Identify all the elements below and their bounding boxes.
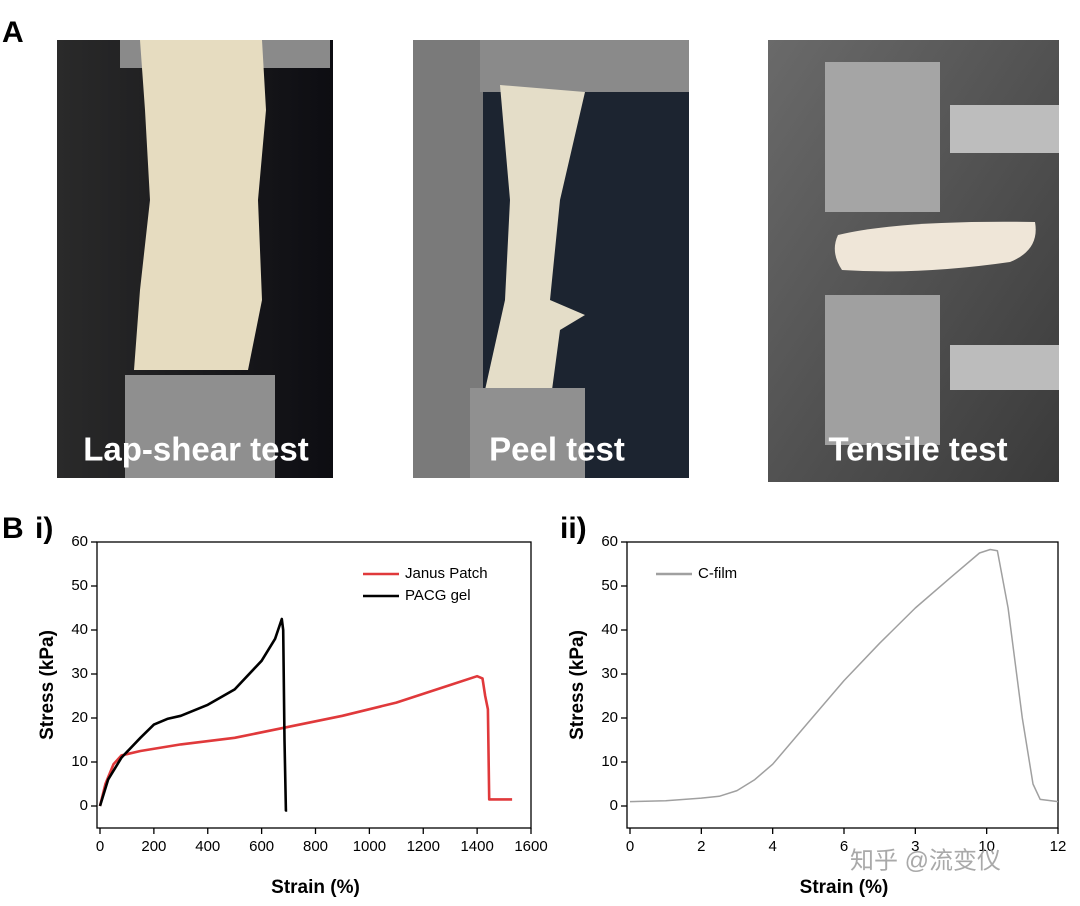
y-tick-label: 20 [71, 709, 88, 726]
x-tick-label: 200 [141, 838, 166, 855]
x-tick-label: 1600 [514, 838, 547, 855]
legend-label: C-film [698, 565, 737, 582]
watermark: 知乎 @流变仪 [850, 847, 1001, 874]
x-tick-label: 4 [768, 838, 776, 855]
x-tick-label: 10 [978, 838, 995, 855]
series-line [98, 617, 288, 812]
y-axis-title: Stress (kPa) [37, 630, 58, 740]
x-tick-label: 2 [697, 838, 705, 855]
y-tick-label: 50 [601, 577, 618, 594]
y-axis-title: Stress (kPa) [567, 630, 588, 740]
x-tick-label: 0 [96, 838, 104, 855]
y-tick-label: 40 [71, 621, 88, 638]
y-tick-label: 0 [610, 797, 618, 814]
x-tick-label: 1000 [353, 838, 386, 855]
y-tick-label: 40 [601, 621, 618, 638]
plot-frame [626, 541, 1059, 829]
series-line [98, 674, 513, 807]
legend-label: PACG gel [405, 587, 471, 604]
x-tick-label: 1200 [407, 838, 440, 855]
photo [57, 40, 333, 478]
photo-caption: Tensile test [828, 431, 1007, 468]
x-tick-label: 0 [626, 838, 634, 855]
y-tick-label: 10 [601, 753, 618, 770]
y-tick-label: 0 [80, 797, 88, 814]
panel-label: ii) [560, 512, 587, 545]
panel-label: A [2, 16, 24, 49]
y-tick-label: 20 [601, 709, 618, 726]
x-axis-title: Strain (%) [271, 877, 360, 898]
x-tick-label: 3 [911, 838, 919, 855]
x-tick-label: 12 [1050, 838, 1067, 855]
panel-label: i) [35, 512, 53, 545]
y-tick-label: 10 [71, 753, 88, 770]
x-tick-label: 6 [840, 838, 848, 855]
photo [413, 40, 689, 478]
x-axis-title: Strain (%) [800, 877, 889, 898]
legend-label: Janus Patch [405, 565, 488, 582]
panel-label: B [2, 512, 24, 545]
y-tick-label: 30 [71, 665, 88, 682]
plot-frame [96, 541, 532, 829]
y-tick-label: 50 [71, 577, 88, 594]
x-tick-label: 600 [249, 838, 274, 855]
photo [768, 40, 1059, 482]
x-tick-label: 800 [303, 838, 328, 855]
y-tick-label: 30 [601, 665, 618, 682]
y-tick-label: 60 [71, 533, 88, 550]
x-tick-label: 1400 [460, 838, 493, 855]
photo-caption: Peel test [489, 431, 625, 468]
series-line [629, 548, 1059, 803]
x-tick-label: 400 [195, 838, 220, 855]
photo-caption: Lap-shear test [83, 431, 309, 468]
y-tick-label: 60 [601, 533, 618, 550]
